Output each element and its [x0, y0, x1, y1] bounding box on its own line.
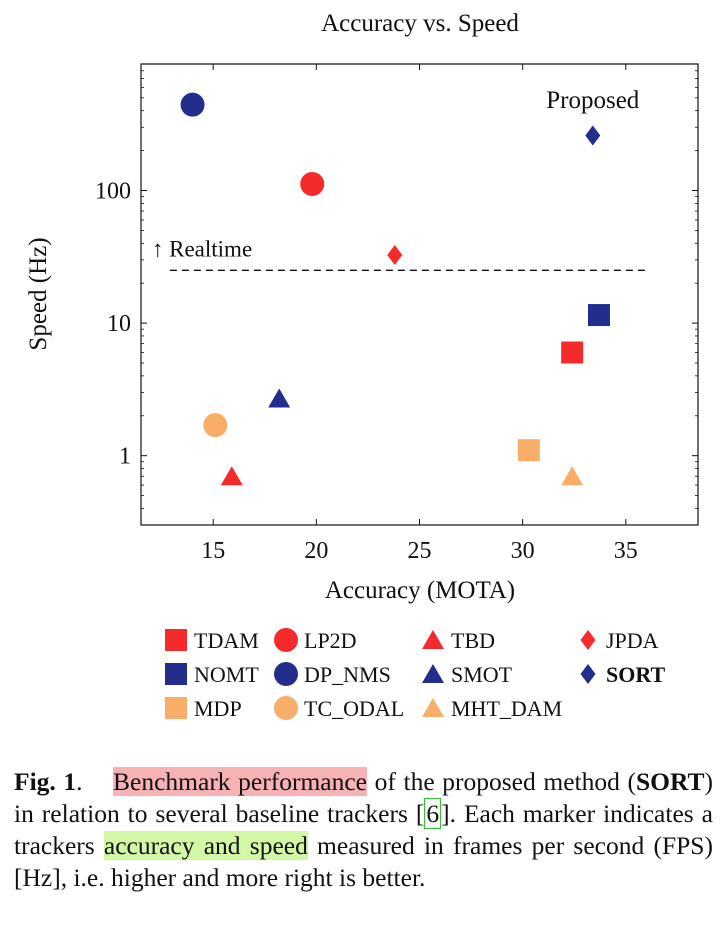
highlight-benchmark: Benchmark performance — [113, 767, 368, 796]
legend-nomt-marker — [165, 663, 187, 685]
legend-tc-odal-label: TC_ODAL — [304, 696, 404, 721]
legend-tbd-label: TBD — [451, 628, 495, 653]
legend-tdam: TDAM — [165, 628, 259, 653]
caption-text-1: of the proposed method ( — [367, 767, 636, 796]
legend-mht-dam-marker — [422, 698, 444, 717]
scatter-chart: Accuracy vs. Speed Accuracy (MOTA) Speed… — [25, 10, 699, 721]
caption-period: . — [76, 767, 83, 796]
legend-jpda-label: JPDA — [606, 628, 659, 653]
legend-dp-nms: DP_NMS — [274, 662, 391, 687]
legend-mdp: MDP — [165, 696, 242, 721]
legend-tc-odal: TC_ODAL — [274, 696, 404, 721]
x-tick-label: 30 — [511, 538, 535, 564]
marker-nomt — [587, 304, 610, 327]
chart-annotations: Proposed — [546, 87, 640, 114]
x-tick-label: 20 — [304, 538, 328, 564]
realtime-label: ↑ Realtime — [152, 236, 252, 261]
legend-nomt: NOMT — [165, 662, 259, 687]
legend: TDAM LP2D TBD JPDA NOMT DP_NMS SMOT SORT MDP TC_O… — [165, 628, 665, 721]
legend-jpda-marker — [580, 630, 596, 650]
method-name: SORT — [635, 767, 705, 796]
legend-lp2d: LP2D — [274, 628, 357, 653]
legend-mht-dam-label: MHT_DAM — [451, 696, 562, 721]
legend-lp2d-marker — [274, 628, 298, 652]
marker-tdam — [561, 341, 584, 364]
figure-caption: Fig. 1. Benchmark performance of the pro… — [14, 766, 713, 894]
y-tick-label: 10 — [107, 311, 131, 337]
legend-mht-dam: MHT_DAM — [422, 696, 562, 721]
marker-tc-odal — [203, 413, 228, 438]
axis-ticks: 15 20 25 30 35 1 10 100 — [95, 64, 698, 564]
y-tick-label: 100 — [95, 179, 131, 205]
legend-lp2d-label: LP2D — [304, 628, 357, 653]
legend-sort-label: SORT — [606, 662, 665, 687]
legend-mdp-label: MDP — [194, 696, 242, 721]
legend-tbd-marker — [422, 630, 444, 649]
legend-tdam-marker — [165, 629, 187, 651]
caption-text-4: measured in frames per second (FPS) [Hz]… — [14, 831, 713, 892]
marker-mht-dam — [561, 466, 584, 486]
legend-smot-label: SMOT — [451, 662, 513, 687]
legend-jpda: JPDA — [580, 628, 659, 653]
legend-sort: SORT — [580, 662, 665, 687]
citation-link[interactable]: 6 — [424, 798, 442, 829]
highlight-accuracy-speed: accuracy and speed — [103, 831, 308, 860]
annotation-proposed: Proposed — [546, 87, 640, 114]
marker-lp2d — [300, 171, 325, 196]
realtime-threshold: ↑ Realtime — [152, 236, 649, 271]
data-markers — [180, 92, 610, 486]
chart-title: Accuracy vs. Speed — [321, 10, 519, 37]
y-tick-label: 1 — [119, 444, 131, 470]
x-tick-label: 25 — [408, 538, 432, 564]
legend-nomt-label: NOMT — [194, 662, 259, 687]
x-tick-label: 15 — [201, 538, 225, 564]
caption-text-3: ]. Each marker indicates a trackers — [14, 799, 713, 860]
legend-tbd: TBD — [422, 628, 495, 653]
caption-text-2: ) in relation to several baseline tracke… — [14, 767, 714, 828]
legend-tdam-label: TDAM — [194, 628, 259, 653]
y-axis-label: Speed (Hz) — [25, 237, 52, 350]
plot-frame — [140, 63, 699, 526]
marker-smot — [268, 388, 291, 408]
marker-mdp — [517, 439, 540, 462]
marker-jpda — [387, 245, 403, 266]
legend-dp-nms-marker — [274, 662, 298, 686]
marker-tbd — [220, 466, 243, 486]
marker-dp-nms — [180, 92, 205, 117]
legend-smot-marker — [422, 664, 444, 683]
legend-tc-odal-marker — [274, 696, 298, 720]
x-tick-label: 35 — [614, 538, 638, 564]
figure-label: Fig. 1 — [14, 767, 77, 796]
legend-mdp-marker — [165, 697, 187, 719]
legend-sort-marker — [580, 664, 596, 684]
x-axis-label: Accuracy (MOTA) — [325, 577, 515, 604]
legend-smot: SMOT — [422, 662, 513, 687]
marker-sort — [585, 125, 601, 146]
legend-dp-nms-label: DP_NMS — [304, 662, 391, 687]
